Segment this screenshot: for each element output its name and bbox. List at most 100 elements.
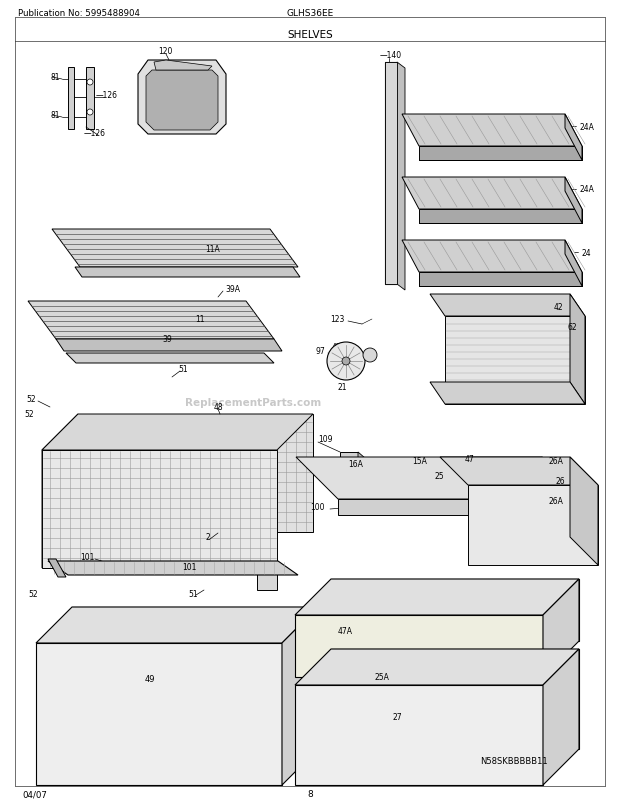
Text: 16A: 16A (348, 460, 363, 469)
Text: GLHS36EE: GLHS36EE (286, 9, 334, 18)
Polygon shape (385, 63, 397, 285)
Text: 25: 25 (435, 472, 445, 481)
Polygon shape (138, 61, 226, 135)
Text: 24A: 24A (580, 185, 595, 194)
Text: 27: 27 (393, 713, 402, 722)
Polygon shape (565, 115, 582, 160)
Polygon shape (445, 317, 585, 404)
Text: 123: 123 (330, 315, 344, 324)
Polygon shape (296, 457, 584, 500)
Circle shape (87, 80, 93, 86)
Text: —140: —140 (380, 51, 402, 59)
Polygon shape (570, 457, 598, 565)
Text: 52: 52 (28, 589, 38, 599)
Polygon shape (338, 500, 584, 516)
Polygon shape (295, 579, 579, 615)
Text: 52: 52 (24, 410, 33, 419)
Polygon shape (36, 607, 318, 643)
Polygon shape (86, 68, 94, 130)
Text: 26: 26 (556, 477, 565, 486)
Text: 120: 120 (158, 47, 172, 55)
Text: 11A: 11A (205, 245, 219, 254)
Text: 42: 42 (554, 303, 564, 312)
Polygon shape (430, 383, 585, 404)
Text: 15A: 15A (412, 457, 427, 466)
Polygon shape (295, 685, 543, 785)
Polygon shape (36, 643, 282, 785)
Text: 39: 39 (162, 335, 172, 344)
Polygon shape (56, 339, 282, 351)
Text: 25A: 25A (375, 673, 390, 682)
Text: 42A: 42A (332, 343, 347, 352)
Text: SHELVES: SHELVES (287, 30, 333, 40)
Circle shape (327, 342, 365, 380)
Polygon shape (331, 649, 579, 749)
Polygon shape (542, 457, 584, 516)
Text: Publication No: 5995488904: Publication No: 5995488904 (18, 9, 140, 18)
Polygon shape (397, 63, 405, 290)
Text: 47: 47 (465, 455, 475, 464)
Text: —126: —126 (84, 129, 106, 138)
Polygon shape (543, 649, 579, 785)
Polygon shape (72, 607, 318, 749)
Text: 47A: 47A (338, 626, 353, 636)
Polygon shape (419, 210, 582, 224)
Polygon shape (570, 294, 585, 404)
Polygon shape (28, 302, 274, 339)
Polygon shape (468, 485, 598, 565)
Polygon shape (257, 569, 277, 590)
Polygon shape (48, 561, 298, 575)
Text: 26A: 26A (549, 497, 564, 506)
Polygon shape (42, 415, 78, 569)
Polygon shape (402, 241, 582, 273)
Polygon shape (48, 559, 66, 577)
Polygon shape (295, 615, 543, 677)
Polygon shape (402, 178, 582, 210)
Polygon shape (419, 147, 582, 160)
Text: 52: 52 (26, 395, 35, 404)
Polygon shape (42, 415, 313, 451)
Text: 97: 97 (316, 347, 326, 356)
Text: ReplacementParts.com: ReplacementParts.com (185, 398, 321, 407)
Text: 62: 62 (568, 323, 578, 332)
Text: 2: 2 (205, 533, 210, 542)
Polygon shape (78, 415, 313, 533)
Text: 49: 49 (144, 674, 155, 683)
Text: 101: 101 (182, 563, 197, 572)
Text: 51: 51 (178, 365, 188, 374)
Text: N58SKBBBBB11: N58SKBBBBB11 (480, 756, 547, 766)
Polygon shape (543, 579, 579, 677)
Polygon shape (385, 63, 397, 285)
Text: 51: 51 (188, 589, 198, 599)
Polygon shape (154, 61, 212, 71)
Text: 101: 101 (80, 553, 94, 561)
Text: 04/07: 04/07 (22, 789, 47, 799)
Polygon shape (365, 461, 380, 480)
Polygon shape (75, 268, 300, 277)
Polygon shape (358, 452, 365, 480)
Polygon shape (440, 457, 598, 485)
Polygon shape (430, 294, 585, 317)
Polygon shape (565, 178, 582, 224)
Polygon shape (419, 273, 582, 286)
Text: 48: 48 (214, 403, 224, 412)
Text: 21: 21 (338, 383, 347, 392)
Text: 109: 109 (318, 435, 332, 444)
Text: 81: 81 (50, 111, 60, 119)
Text: 39A: 39A (225, 286, 240, 294)
Text: 24: 24 (582, 248, 591, 257)
Polygon shape (68, 68, 74, 130)
Text: 81: 81 (50, 74, 60, 83)
Polygon shape (66, 354, 274, 363)
Circle shape (87, 110, 93, 115)
Polygon shape (331, 579, 579, 642)
Polygon shape (402, 115, 582, 147)
Text: —126: —126 (96, 91, 118, 100)
Polygon shape (52, 229, 298, 268)
Text: 24A: 24A (580, 123, 595, 132)
Polygon shape (146, 71, 218, 131)
Polygon shape (42, 451, 277, 569)
Polygon shape (295, 649, 579, 685)
Polygon shape (282, 607, 318, 785)
Polygon shape (340, 452, 358, 475)
